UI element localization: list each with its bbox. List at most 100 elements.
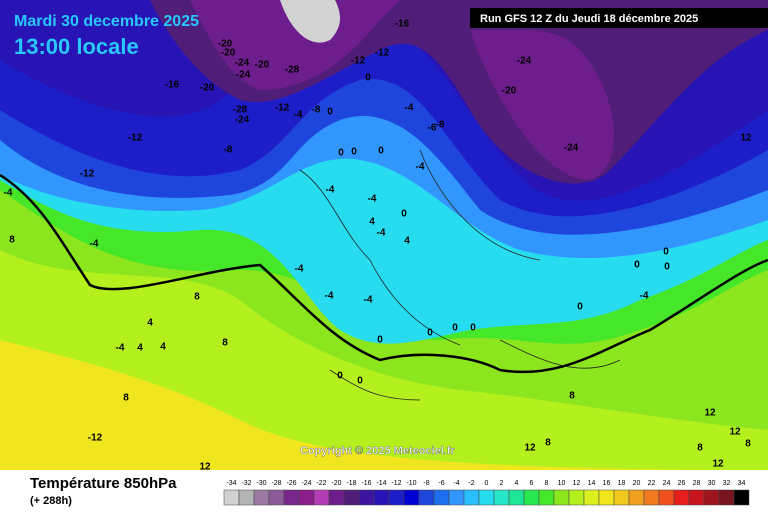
colorbar-label: -16 (361, 480, 371, 487)
colorbar-swatch (538, 489, 555, 506)
contour-label: 12 (729, 427, 741, 438)
contour-label: -4 (294, 110, 303, 121)
colorbar-swatch (523, 489, 540, 506)
colorbar-swatch (268, 489, 285, 506)
colorbar-swatch (253, 489, 270, 506)
contour-label: -20 (221, 48, 236, 59)
colorbar-swatch (283, 489, 300, 506)
contour-label: -24 (564, 143, 579, 154)
contour-label: 12 (704, 408, 716, 419)
colorbar-swatch (688, 489, 705, 506)
colorbar-swatch (238, 489, 255, 506)
contour-label: -16 (395, 19, 410, 30)
colorbar-swatch (388, 489, 405, 506)
contour-label: -4 (90, 239, 99, 250)
run-info: Run GFS 12 Z du Jeudi 18 décembre 2025 (480, 13, 698, 25)
contour-label: -12 (375, 48, 390, 59)
colorbar-label: 34 (738, 480, 746, 487)
contour-label: 12 (740, 133, 752, 144)
contour-label: 8 (545, 438, 551, 449)
contour-label: 0 (357, 376, 363, 387)
colorbar-label: -2 (468, 480, 474, 487)
contour-label: -20 (255, 60, 270, 71)
map: -20-20-24 -20-24 -28-16 -20-28-24-12 -8-4 0-1… (0, 0, 768, 473)
colorbar-swatch (568, 489, 585, 506)
colorbar-swatch (343, 489, 360, 506)
colorbar-label: -26 (286, 480, 296, 487)
colorbar-swatch (313, 489, 330, 506)
colorbar-label: 22 (648, 480, 656, 487)
colorbar-swatch (613, 489, 630, 506)
colorbar-label: 16 (603, 480, 611, 487)
contour-label: 8 (697, 443, 703, 454)
colorbar-label: 30 (708, 480, 716, 487)
contour-label: 8 (745, 439, 751, 450)
contour-label: -4 (326, 185, 335, 196)
colorbar-swatch (598, 489, 615, 506)
contour-label: -4 (640, 291, 649, 302)
contour-label: 4 (147, 318, 153, 329)
colorbar-swatch (718, 489, 735, 506)
contour-label: 0 (427, 328, 433, 339)
colorbar-label: 12 (573, 480, 581, 487)
contour-label: -24 (517, 56, 532, 67)
colorbar-swatch (433, 489, 450, 506)
contour-label: 8 (222, 338, 228, 349)
colorbar-label: 24 (663, 480, 671, 487)
colorbar-label: 0 (485, 480, 489, 487)
colorbar-label: -34 (226, 480, 236, 487)
colorbar-label: 2 (500, 480, 504, 487)
contour-label: 0 (577, 302, 583, 313)
run-box (470, 8, 768, 28)
colorbar-swatch (223, 489, 240, 506)
colorbar-swatch (643, 489, 660, 506)
contour-label: 0 (401, 209, 407, 220)
contour-label: -12 (275, 103, 290, 114)
contour-labels: -20-20-24 -20-24 -28-16 -20-28-24-12 -8-4 0-1… (4, 19, 752, 473)
footer-title: Température 850hPa (30, 475, 177, 492)
colorbar-swatch (733, 489, 750, 506)
contour-label: -4 (295, 264, 304, 275)
contour-label: -8 (436, 120, 445, 131)
contour-label: 8 (194, 292, 200, 303)
colorbar-swatch (328, 489, 345, 506)
contour-label: 0 (365, 73, 371, 84)
contour-label: -12 (351, 56, 366, 67)
colorbar-label: -28 (271, 480, 281, 487)
colorbar-label: 6 (530, 480, 534, 487)
colorbar-label: -18 (346, 480, 356, 487)
contour-label: -4 (368, 194, 377, 205)
contour-label: -4 (416, 162, 425, 173)
contour-label: -20 (502, 86, 517, 97)
date: Mardi 30 decembre 2025 (14, 13, 199, 30)
colorbar-swatch (418, 489, 435, 506)
colorbar-swatch (673, 489, 690, 506)
lead-time: (+ 288h) (30, 495, 72, 507)
contour-label: 0 (663, 247, 669, 258)
colorbar-swatch (463, 489, 480, 506)
colorbar-label: 8 (545, 480, 549, 487)
colorbar-label: -8 (423, 480, 429, 487)
contour-label: 0 (634, 260, 640, 271)
colorbar-swatch (628, 489, 645, 506)
colorbar-label: -12 (391, 480, 401, 487)
copyright: Copyright © 2025 Meteociel.fr (300, 445, 456, 457)
contour-label: -24 (236, 70, 251, 81)
colorbar-swatch (658, 489, 675, 506)
contour-label: 4 (137, 343, 143, 354)
colorbar-label: 20 (633, 480, 641, 487)
contour-label: 0 (378, 146, 384, 157)
colorbar: -34 -32 -30 -28 -26 -24 -22 -20 -18 -16 -14 -12 -10-… (223, 480, 750, 506)
contour-label: -12 (128, 133, 143, 144)
colorbar-swatch (583, 489, 600, 506)
contour-label: -24 (235, 115, 250, 126)
colorbar-swatch (298, 489, 315, 506)
contour-label: 12 (199, 462, 211, 473)
colorbar-swatch (373, 489, 390, 506)
colorbar-label: -30 (256, 480, 266, 487)
contour-label: 12 (524, 443, 536, 454)
colorbar-label: -14 (376, 480, 386, 487)
colorbar-label: 10 (558, 480, 566, 487)
